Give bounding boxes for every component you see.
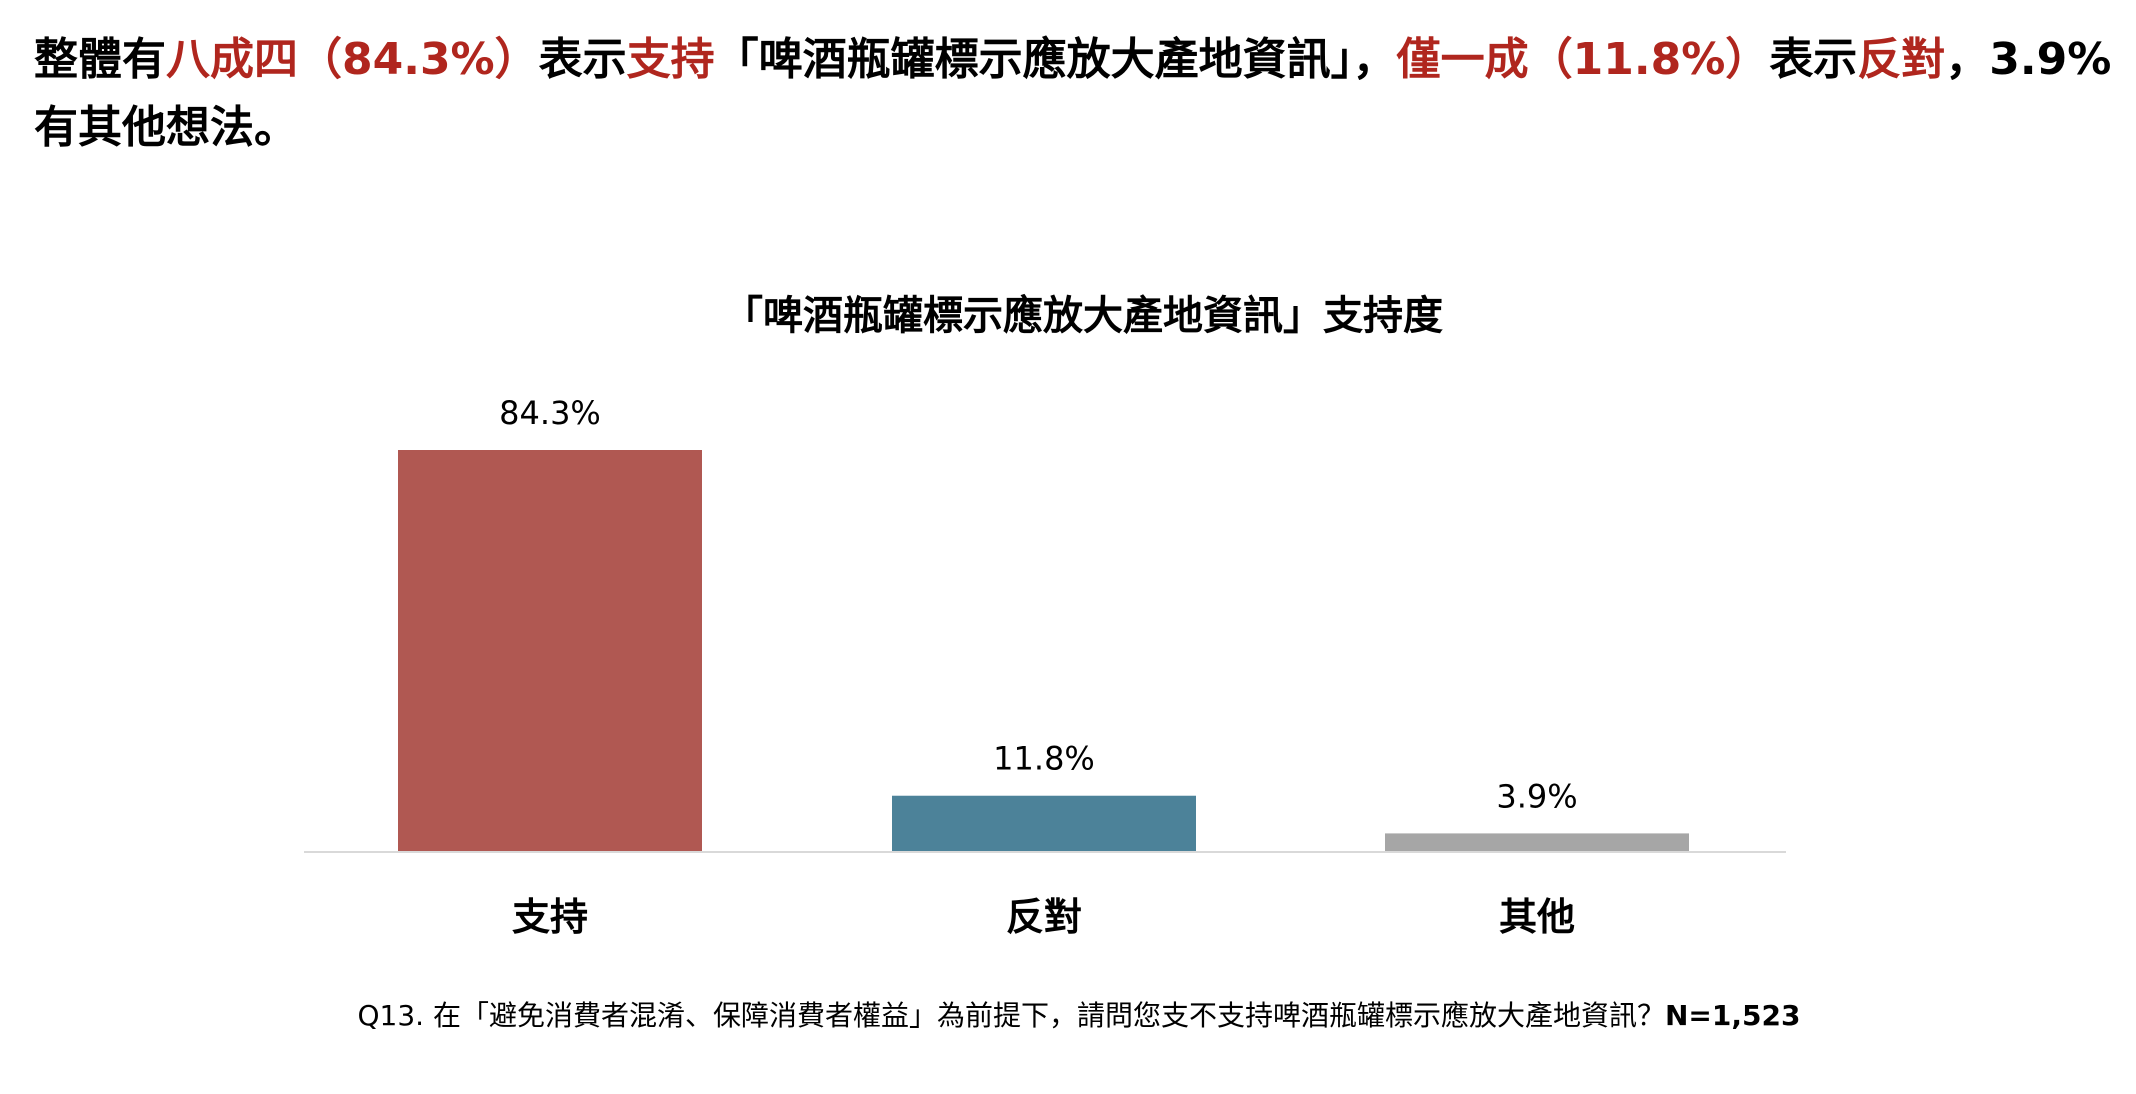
category-label-other: 其他: [1499, 895, 1575, 939]
footnote: Q13. 在「避免消費者混淆、保障消費者權益」為前提下，請問您支不支持啤酒瓶罐標…: [0, 996, 2136, 1036]
headline-part: 僅一成（11.8%）: [1396, 34, 1770, 85]
headline-part: 支持: [626, 34, 715, 85]
bar-support: [398, 450, 702, 852]
footnote-sample-size: N=1,523: [1665, 999, 1801, 1032]
data-label-oppose: 11.8%: [993, 740, 1095, 778]
headline-part: 反對: [1857, 34, 1946, 85]
footnote-question: Q13. 在「避免消費者混淆、保障消費者權益」為前提下，請問您支不支持啤酒瓶罐標…: [357, 999, 1665, 1032]
bar-oppose: [892, 795, 1196, 852]
headline-part: 表示: [538, 34, 627, 85]
headline-part: ，3.9%有其他想法。: [34, 34, 2112, 153]
headline: 整體有八成四（84.3%）表示支持「啤酒瓶罐標示應放大產地資訊」，僅一成（11.…: [34, 26, 2114, 162]
category-label-oppose: 反對: [1006, 895, 1082, 939]
headline-part: 「啤酒瓶罐標示應放大產地資訊」，: [714, 34, 1397, 85]
headline-part: 八成四（84.3%）: [166, 34, 539, 85]
bar-other: [1385, 833, 1689, 852]
data-label-support: 84.3%: [499, 394, 601, 432]
data-label-other: 3.9%: [1496, 777, 1577, 815]
headline-part: 整體有: [34, 34, 166, 85]
headline-part: 表示: [1769, 34, 1858, 85]
chart-title: 「啤酒瓶罐標示應放大產地資訊」支持度: [723, 293, 1443, 339]
category-label-support: 支持: [512, 895, 588, 939]
bars-layer: [398, 450, 1689, 852]
labels-layer: 84.3% 支持 11.8% 反對 3.9% 其他: [499, 394, 1577, 939]
